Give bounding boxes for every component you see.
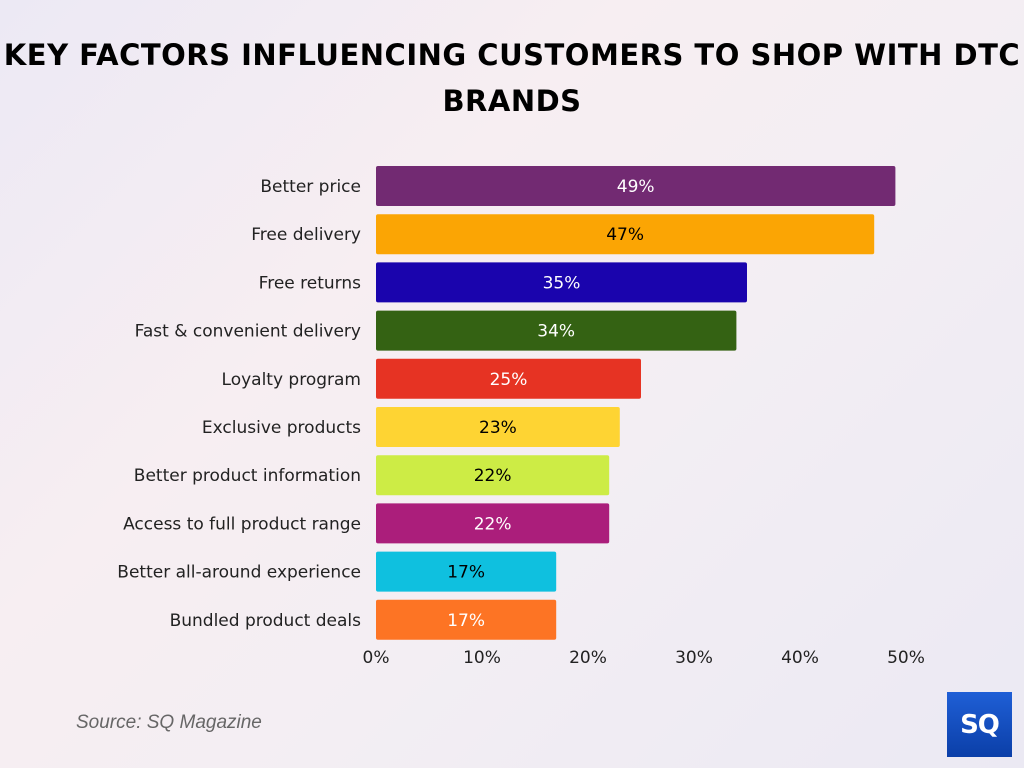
category-label: Free delivery: [251, 225, 361, 245]
x-tick-label: 0%: [363, 648, 390, 668]
bar: [376, 358, 641, 399]
bar: [376, 599, 557, 640]
bar: [376, 310, 737, 351]
sq-logo: SQ: [947, 692, 1012, 757]
data-label: 17%: [447, 611, 485, 631]
bar: [376, 551, 557, 592]
bar: [376, 503, 610, 544]
data-label: 47%: [606, 225, 644, 245]
bar-chart: Better price 49% Free delivery 47% Free retu…: [117, 166, 925, 668]
category-label: Exclusive products: [202, 418, 361, 438]
category-label: Fast & convenient delivery: [135, 322, 361, 342]
x-tick-label: 30%: [675, 648, 713, 668]
chart-title: KEY FACTORS INFLUENCING CUSTOMERS TO SHO…: [3, 38, 1021, 118]
data-label: 23%: [479, 418, 517, 438]
bar: [376, 166, 896, 206]
data-label: 22%: [474, 514, 512, 534]
x-tick-label: 20%: [569, 648, 607, 668]
category-label: Bundled product deals: [170, 611, 362, 631]
logo-text: SQ: [960, 709, 1000, 740]
bar: [376, 407, 620, 447]
bar: [376, 214, 875, 255]
data-label: 34%: [537, 322, 575, 342]
source-note: Source: SQ Magazine: [76, 712, 262, 733]
bar: [376, 455, 610, 496]
category-label: Better all-around experience: [117, 563, 361, 583]
category-label: Free returns: [259, 273, 361, 293]
data-label: 25%: [490, 370, 528, 390]
data-label: 35%: [543, 273, 581, 293]
data-label: 49%: [617, 177, 655, 197]
category-label: Better product information: [134, 466, 361, 486]
x-tick-label: 10%: [463, 648, 501, 668]
x-tick-label: 40%: [781, 648, 819, 668]
bar: [376, 262, 747, 303]
data-label: 17%: [447, 563, 485, 583]
category-label: Loyalty program: [222, 370, 361, 390]
data-label: 22%: [474, 466, 512, 486]
category-label: Access to full product range: [123, 514, 361, 534]
x-tick-label: 50%: [887, 648, 925, 668]
category-label: Better price: [260, 177, 361, 197]
